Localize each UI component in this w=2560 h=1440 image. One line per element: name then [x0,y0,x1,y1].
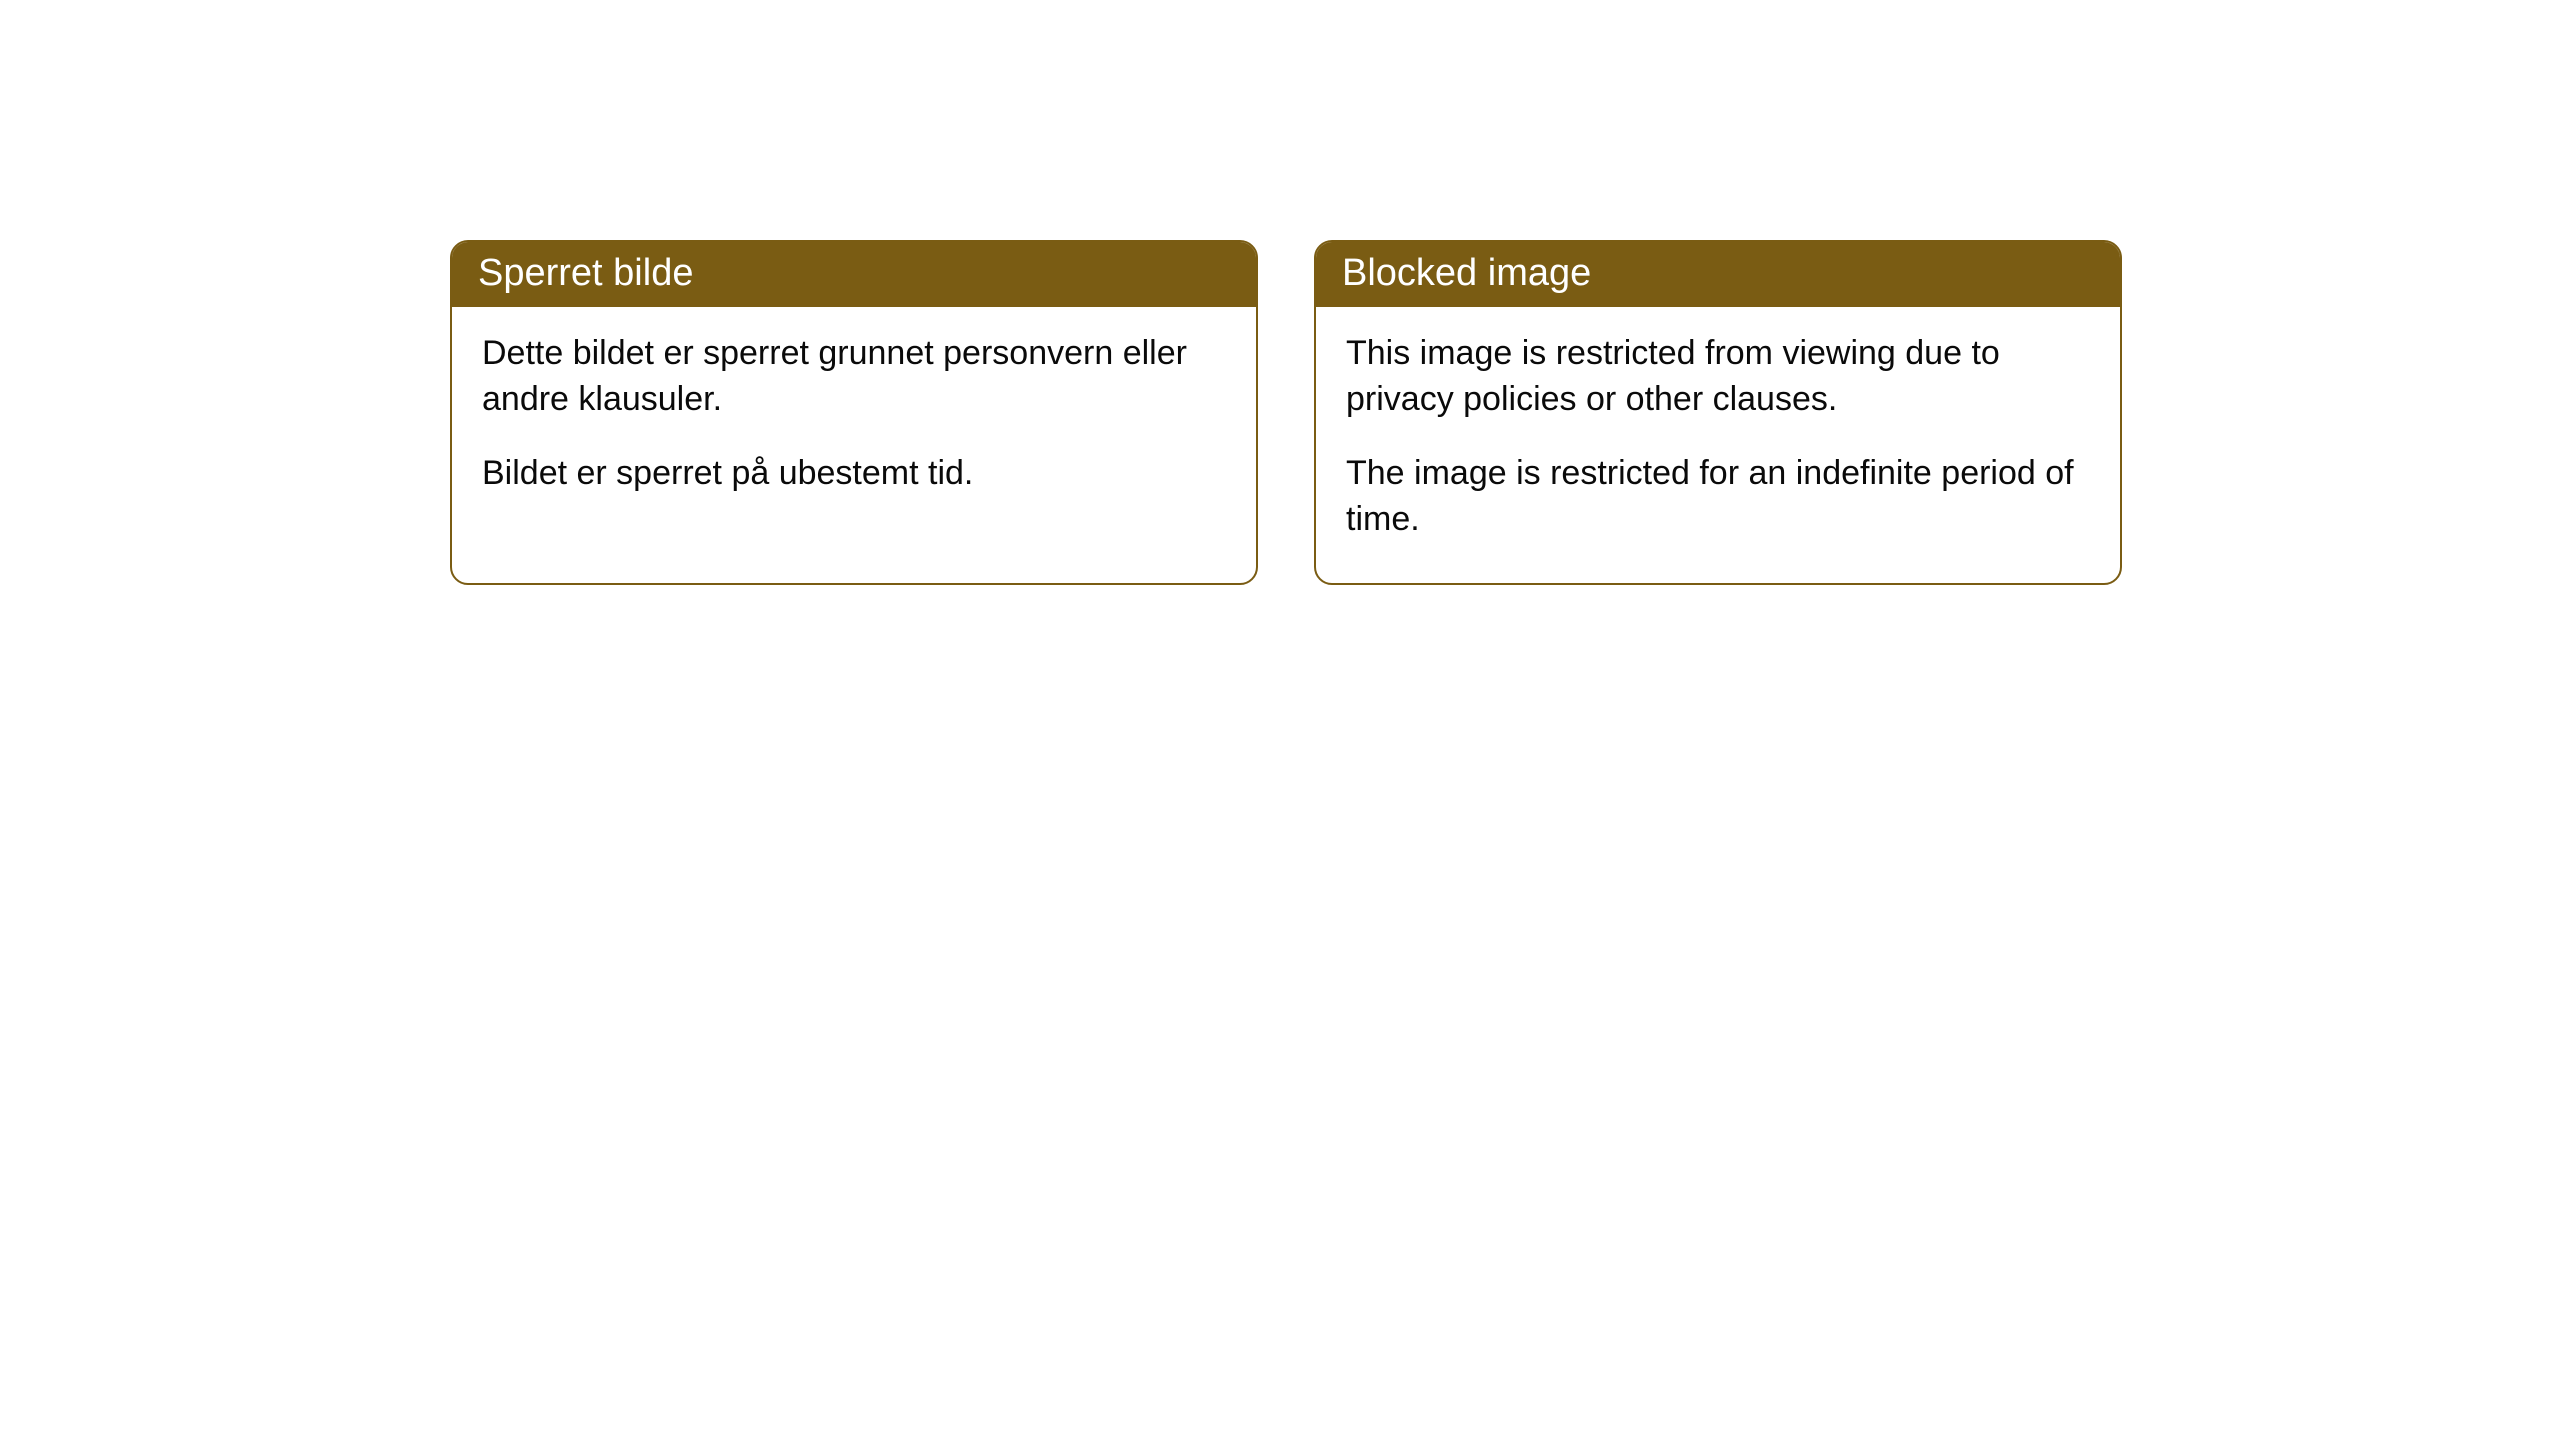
card-paragraph1-norwegian: Dette bildet er sperret grunnet personve… [482,331,1226,423]
card-header-english: Blocked image [1316,242,2120,307]
card-body-english: This image is restricted from viewing du… [1316,307,2120,583]
card-body-norwegian: Dette bildet er sperret grunnet personve… [452,307,1256,537]
card-paragraph1-english: This image is restricted from viewing du… [1346,331,2090,423]
cards-container: Sperret bilde Dette bildet er sperret gr… [0,0,2560,585]
card-paragraph2-english: The image is restricted for an indefinit… [1346,451,2090,543]
card-paragraph2-norwegian: Bildet er sperret på ubestemt tid. [482,451,1226,497]
card-english: Blocked image This image is restricted f… [1314,240,2122,585]
card-norwegian: Sperret bilde Dette bildet er sperret gr… [450,240,1258,585]
card-header-norwegian: Sperret bilde [452,242,1256,307]
